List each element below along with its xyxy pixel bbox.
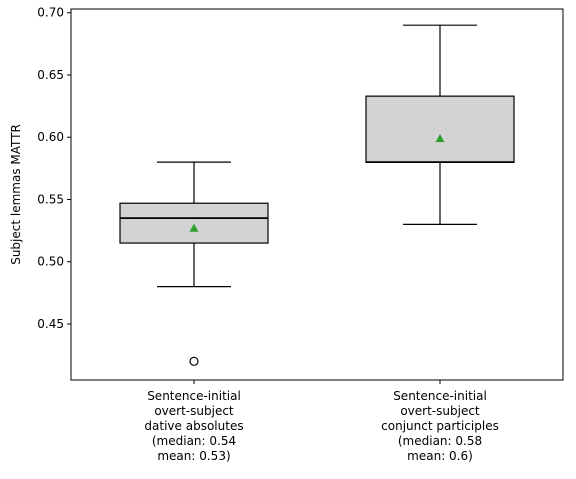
y-axis: 0.45 0.50 0.55 0.60 0.65 0.70 [37,6,71,331]
y-tick-label: 0.60 [37,130,64,144]
x-category-label-line: mean: 0.6) [407,449,473,463]
x-category-label-line: (median: 0.54 [152,434,236,448]
plot-content [119,24,515,366]
x-category-label-line: Sentence-initial [147,389,241,403]
x-category-label-line: (median: 0.58 [398,434,482,448]
y-tick-label: 0.55 [37,192,64,206]
box-group [119,161,269,366]
x-category-label-line: mean: 0.53) [157,449,230,463]
y-tick-label: 0.45 [37,317,64,331]
x-axis: Sentence-initial overt-subject dative abso… [144,380,499,463]
mean-marker [189,223,199,232]
x-category-label-line: dative absolutes [144,419,243,433]
x-category-label-line: Sentence-initial [393,389,487,403]
y-tick-label: 0.50 [37,255,64,269]
y-axis-label: Subject lemmas MATTR [9,124,23,265]
x-category-label-line: overt-subject [400,404,480,418]
y-tick-label: 0.70 [37,6,64,20]
x-category-label: Sentence-initial overt-subject dative abso… [144,389,243,463]
outlier-point [189,356,199,366]
box-group [365,24,515,225]
iqr-box [365,95,515,163]
mean-marker [435,133,445,143]
y-tick-label: 0.65 [37,68,64,82]
x-category-label-line: conjunct participles [381,419,499,433]
x-category-label: Sentence-initial overt-subject conjunct pa… [381,389,499,463]
x-category-label-line: overt-subject [154,404,234,418]
iqr-box [119,202,269,244]
plot-frame [70,8,564,381]
